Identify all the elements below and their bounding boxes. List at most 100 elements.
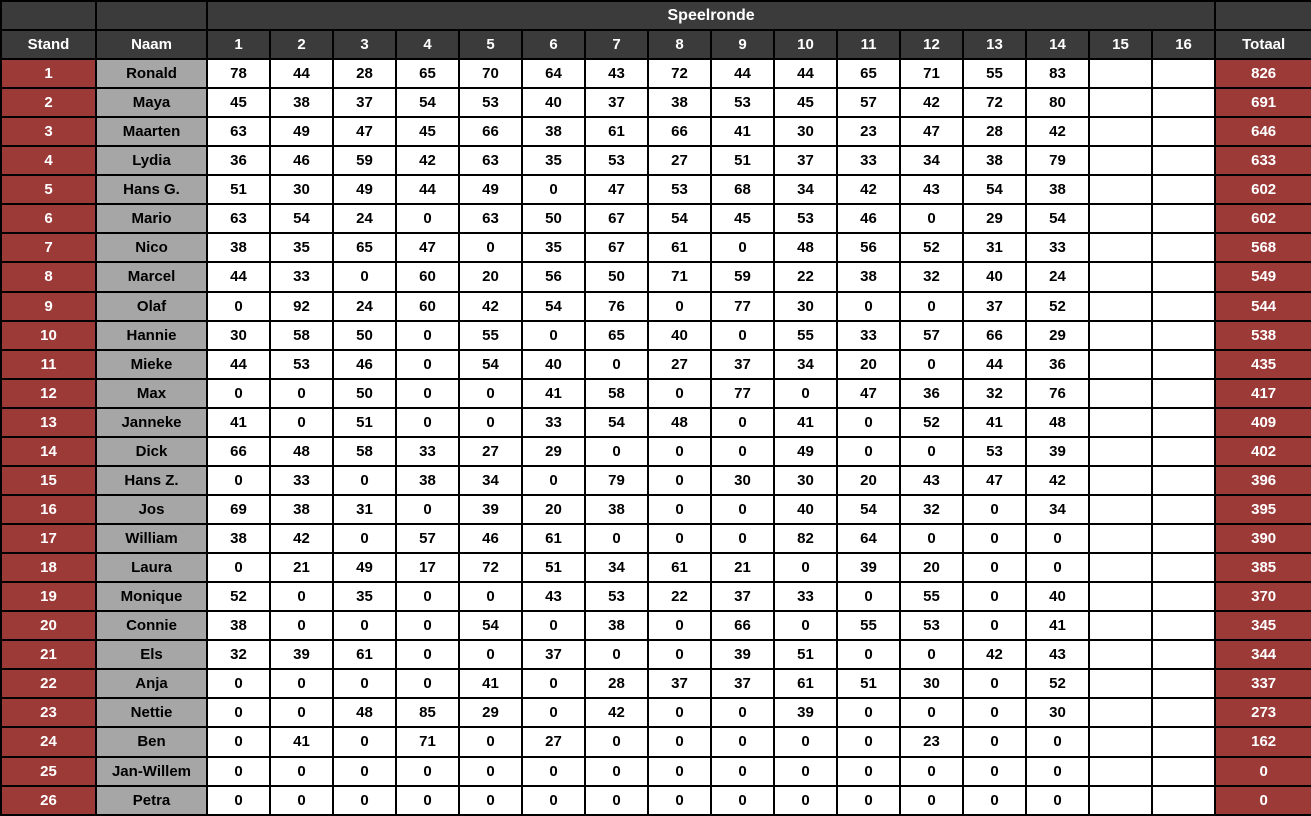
round-score-cell[interactable]: 45 — [773, 87, 838, 119]
round-score-cell[interactable]: 56 — [836, 232, 901, 264]
round-score-cell[interactable]: 0 — [962, 610, 1027, 642]
round-score-cell[interactable]: 49 — [458, 174, 523, 206]
name-cell[interactable]: Ronald — [95, 57, 208, 90]
round-score-cell[interactable] — [1150, 348, 1217, 380]
round-score-cell[interactable]: 46 — [332, 348, 397, 380]
round-score-cell[interactable]: 0 — [647, 639, 712, 671]
round-score-cell[interactable]: 55 — [773, 319, 838, 351]
round-score-cell[interactable] — [1150, 697, 1217, 729]
round-score-cell[interactable]: 41 — [269, 726, 334, 758]
round-score-cell[interactable]: 38 — [395, 464, 460, 496]
name-cell[interactable]: Nettie — [95, 697, 208, 729]
round-score-cell[interactable]: 53 — [962, 435, 1027, 467]
round-score-cell[interactable]: 85 — [395, 697, 460, 729]
round-score-cell[interactable] — [1150, 581, 1217, 613]
round-score-cell[interactable]: 30 — [206, 319, 271, 351]
round-score-cell[interactable]: 23 — [899, 726, 964, 758]
round-score-cell[interactable] — [1088, 145, 1153, 177]
round-score-cell[interactable]: 0 — [332, 784, 397, 816]
round-score-cell[interactable]: 37 — [584, 87, 649, 119]
round-score-cell[interactable]: 34 — [584, 552, 649, 584]
total-cell[interactable]: 370 — [1214, 581, 1311, 613]
round-score-cell[interactable]: 20 — [521, 493, 586, 526]
round-score-cell[interactable]: 0 — [899, 290, 964, 322]
round-score-cell[interactable]: 37 — [710, 348, 775, 380]
round-score-cell[interactable]: 42 — [1025, 116, 1090, 148]
rank-cell[interactable]: 8 — [0, 261, 97, 293]
round-score-cell[interactable]: 0 — [332, 464, 397, 496]
round-score-cell[interactable]: 42 — [899, 87, 964, 119]
round-score-cell[interactable]: 20 — [458, 261, 523, 293]
round-score-cell[interactable]: 0 — [206, 784, 271, 816]
round-score-cell[interactable]: 0 — [584, 348, 649, 380]
round-score-cell[interactable] — [1150, 377, 1217, 409]
total-cell[interactable]: 417 — [1214, 377, 1311, 409]
name-cell[interactable]: Lydia — [95, 145, 208, 177]
round-score-cell[interactable]: 29 — [962, 203, 1027, 235]
round-score-cell[interactable]: 0 — [899, 522, 964, 555]
round-score-cell[interactable]: 0 — [647, 290, 712, 322]
round-score-cell[interactable]: 0 — [647, 784, 712, 816]
rank-cell[interactable]: 21 — [0, 639, 97, 671]
round-score-cell[interactable]: 55 — [899, 581, 964, 613]
round-score-cell[interactable]: 48 — [647, 406, 712, 438]
round-score-cell[interactable]: 44 — [773, 57, 838, 90]
round-score-cell[interactable]: 79 — [1025, 145, 1090, 177]
round-score-cell[interactable]: 61 — [773, 668, 838, 700]
round-score-cell[interactable]: 43 — [899, 174, 964, 206]
round-score-cell[interactable]: 21 — [710, 552, 775, 584]
round-score-cell[interactable]: 33 — [836, 319, 901, 351]
total-cell[interactable]: 0 — [1214, 784, 1311, 816]
round-score-cell[interactable] — [1150, 232, 1217, 264]
name-cell[interactable]: Max — [95, 377, 208, 409]
round-score-cell[interactable]: 0 — [395, 319, 460, 351]
round-score-cell[interactable] — [1088, 290, 1153, 322]
round-score-cell[interactable] — [1150, 639, 1217, 671]
round-score-cell[interactable] — [1150, 57, 1217, 90]
total-cell[interactable]: 385 — [1214, 552, 1311, 584]
total-cell[interactable]: 544 — [1214, 290, 1311, 322]
round-score-cell[interactable]: 42 — [836, 174, 901, 206]
round-score-cell[interactable]: 36 — [1025, 348, 1090, 380]
round-score-cell[interactable]: 47 — [962, 464, 1027, 496]
round-score-cell[interactable]: 30 — [773, 116, 838, 148]
total-cell[interactable]: 396 — [1214, 464, 1311, 496]
round-score-cell[interactable]: 38 — [584, 610, 649, 642]
name-cell[interactable]: Laura — [95, 552, 208, 584]
round-score-cell[interactable] — [1150, 145, 1217, 177]
round-score-cell[interactable]: 42 — [1025, 464, 1090, 496]
round-score-cell[interactable] — [1088, 581, 1153, 613]
round-score-cell[interactable]: 0 — [647, 464, 712, 496]
round-score-cell[interactable]: 0 — [647, 435, 712, 467]
round-score-cell[interactable]: 76 — [1025, 377, 1090, 409]
round-score-cell[interactable]: 0 — [584, 726, 649, 758]
round-score-cell[interactable] — [1088, 203, 1153, 235]
round-score-cell[interactable]: 0 — [269, 784, 334, 816]
round-score-cell[interactable]: 53 — [269, 348, 334, 380]
total-cell[interactable]: 602 — [1214, 174, 1311, 206]
round-score-cell[interactable]: 80 — [1025, 87, 1090, 119]
round-score-cell[interactable]: 33 — [395, 435, 460, 467]
round-score-cell[interactable] — [1088, 755, 1153, 787]
total-cell[interactable]: 646 — [1214, 116, 1311, 148]
round-score-cell[interactable]: 69 — [206, 493, 271, 526]
total-cell[interactable]: 162 — [1214, 726, 1311, 758]
round-score-cell[interactable]: 32 — [962, 377, 1027, 409]
round-score-cell[interactable]: 43 — [521, 581, 586, 613]
round-score-cell[interactable]: 38 — [584, 493, 649, 526]
round-score-cell[interactable]: 0 — [395, 377, 460, 409]
round-score-cell[interactable]: 53 — [899, 610, 964, 642]
round-score-cell[interactable]: 0 — [269, 755, 334, 787]
round-score-cell[interactable]: 60 — [395, 290, 460, 322]
round-score-cell[interactable]: 48 — [773, 232, 838, 264]
round-score-cell[interactable]: 55 — [836, 610, 901, 642]
round-score-cell[interactable]: 39 — [269, 639, 334, 671]
round-score-cell[interactable]: 51 — [332, 406, 397, 438]
round-score-cell[interactable]: 27 — [458, 435, 523, 467]
round-score-cell[interactable]: 54 — [1025, 203, 1090, 235]
round-score-cell[interactable]: 30 — [773, 290, 838, 322]
round-score-cell[interactable]: 24 — [1025, 261, 1090, 293]
round-score-cell[interactable]: 0 — [962, 784, 1027, 816]
round-score-cell[interactable] — [1088, 668, 1153, 700]
round-score-cell[interactable]: 47 — [332, 116, 397, 148]
